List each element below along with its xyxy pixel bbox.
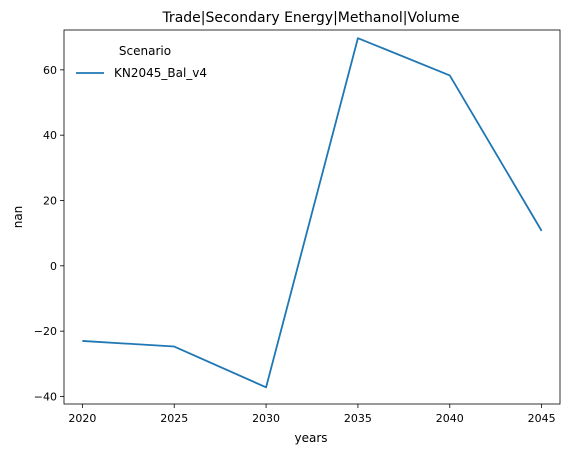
data-point: [448, 73, 452, 77]
y-tick-label: 40: [43, 129, 57, 142]
chart-title: Trade|Secondary Energy|Methanol|Volume: [161, 10, 459, 26]
x-tick-label: 2020: [68, 412, 96, 425]
y-axis-ticks: −40 −20 0 20 40 60: [34, 64, 64, 403]
y-tick-label: −20: [34, 325, 57, 338]
data-point: [264, 385, 268, 389]
plot-area: [63, 29, 561, 405]
y-tick-label: 0: [50, 260, 57, 273]
legend-title: Scenario: [119, 44, 171, 58]
data-point: [540, 229, 544, 233]
y-tick-label: 60: [43, 64, 57, 77]
x-tick-label: 2045: [528, 412, 556, 425]
x-tick-label: 2030: [252, 412, 280, 425]
y-tick-label: −40: [34, 390, 57, 403]
series-line-0: [82, 37, 543, 389]
x-axis-label: years: [294, 431, 327, 445]
x-axis-ticks: 2020 2025 2030 2035 2040 2045: [68, 404, 556, 425]
legend: Scenario KN2045_Bal_v4: [76, 44, 207, 80]
data-point: [80, 339, 84, 343]
y-tick-label: 20: [43, 195, 57, 208]
data-point: [356, 36, 360, 40]
x-tick-label: 2025: [160, 412, 188, 425]
data-point: [172, 345, 176, 349]
x-tick-label: 2035: [344, 412, 372, 425]
x-tick-label: 2040: [436, 412, 464, 425]
y-axis-label: nan: [11, 206, 25, 229]
legend-entry-label: KN2045_Bal_v4: [114, 66, 207, 80]
series-layer: [80, 36, 544, 389]
